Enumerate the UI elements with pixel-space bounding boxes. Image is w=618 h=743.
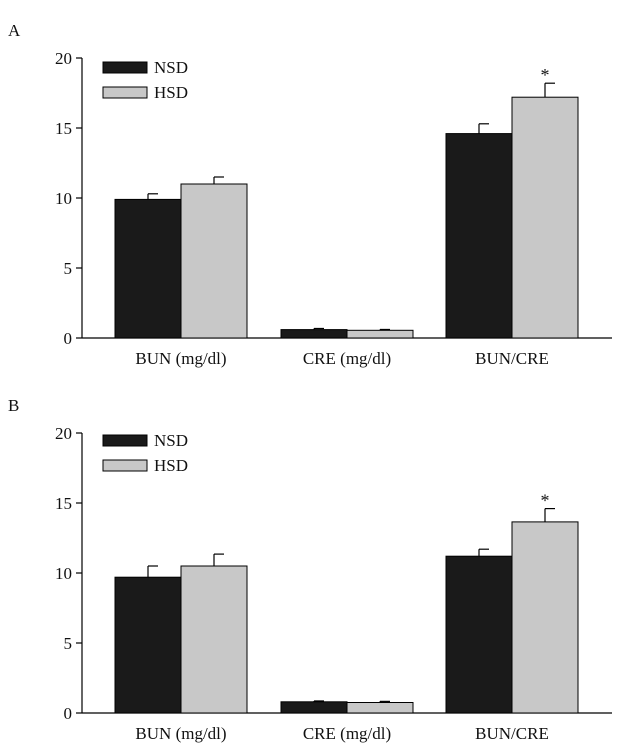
legend-label-nsd: NSD bbox=[154, 58, 188, 77]
x-category-label: BUN (mg/dl) bbox=[135, 349, 226, 368]
bar-nsd-2 bbox=[445, 555, 513, 714]
y-tick-label: 0 bbox=[64, 329, 73, 348]
y-tick-label: 10 bbox=[55, 564, 72, 583]
chart-panel-B: B 0 5 10 15 20 BUN (mg/dl) CRE (mg/dl) BUN/CRE * N… bbox=[8, 396, 612, 743]
x-category-label: BUN/CRE bbox=[475, 724, 549, 743]
bar-hsd-2 bbox=[511, 521, 579, 714]
x-category-label: BUN/CRE bbox=[475, 349, 549, 368]
bar-nsd-1 bbox=[280, 701, 348, 714]
bar-hsd-2 bbox=[511, 96, 579, 339]
y-tick-label: 10 bbox=[55, 189, 72, 208]
y-tick-label: 15 bbox=[55, 119, 72, 138]
bar-nsd-2 bbox=[445, 133, 513, 339]
legend-label-nsd: NSD bbox=[154, 431, 188, 450]
y-tick-label: 15 bbox=[55, 494, 72, 513]
bar-hsd-1 bbox=[346, 702, 414, 714]
bar-hsd-0 bbox=[180, 183, 248, 339]
bar-nsd-1 bbox=[280, 329, 348, 339]
y-tick-label: 20 bbox=[55, 424, 72, 443]
chart-panel-A: A 0 5 10 15 20 BUN (mg/dl) CRE (mg/dl) BUN/CRE * N… bbox=[8, 21, 612, 368]
legend-swatch-hsd bbox=[102, 86, 148, 99]
significance-marker: * bbox=[541, 65, 550, 85]
y-tick-label: 0 bbox=[64, 704, 73, 723]
bar-nsd-0 bbox=[114, 198, 182, 339]
legend-swatch-nsd bbox=[102, 434, 148, 447]
legend-swatch-hsd bbox=[102, 459, 148, 472]
x-category-label: CRE (mg/dl) bbox=[303, 349, 391, 368]
y-tick-label: 20 bbox=[55, 49, 72, 68]
panel-label: B bbox=[8, 396, 19, 415]
bar-hsd-1 bbox=[346, 329, 414, 339]
x-category-label: CRE (mg/dl) bbox=[303, 724, 391, 743]
x-category-label: BUN (mg/dl) bbox=[135, 724, 226, 743]
bar-nsd-0 bbox=[114, 576, 182, 714]
bar-hsd-0 bbox=[180, 565, 248, 714]
significance-marker: * bbox=[541, 491, 550, 511]
y-tick-label: 5 bbox=[64, 634, 73, 653]
y-tick-label: 5 bbox=[64, 259, 73, 278]
panel-label: A bbox=[8, 21, 21, 40]
legend-label-hsd: HSD bbox=[154, 456, 188, 475]
legend-swatch-nsd bbox=[102, 61, 148, 74]
legend-label-hsd: HSD bbox=[154, 83, 188, 102]
